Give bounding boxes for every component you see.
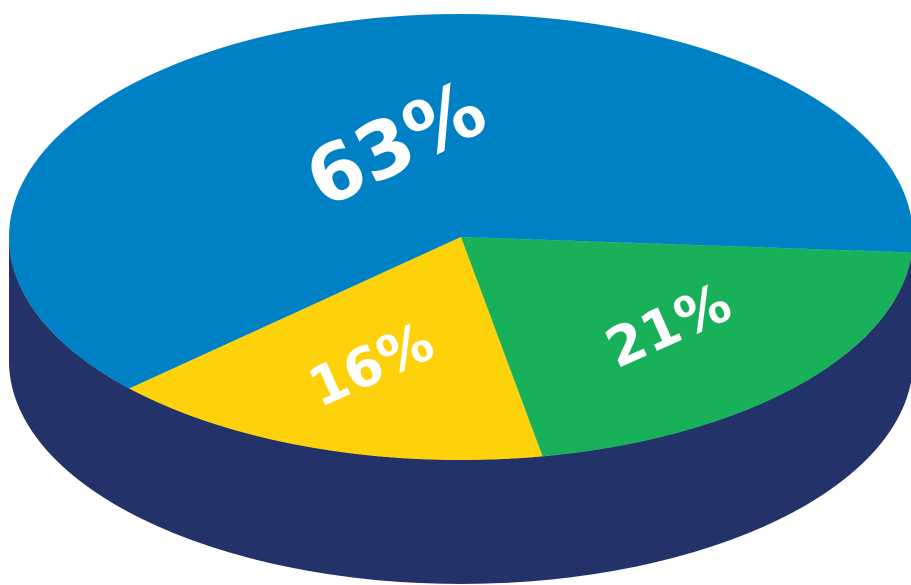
pie-slice-0: [9, 14, 911, 389]
pie-side-band: [9, 237, 911, 584]
pie-side: [9, 237, 911, 584]
pie-slices: [9, 14, 911, 460]
pie-slice-1: [129, 237, 543, 460]
pie-slice-2: [461, 237, 911, 457]
